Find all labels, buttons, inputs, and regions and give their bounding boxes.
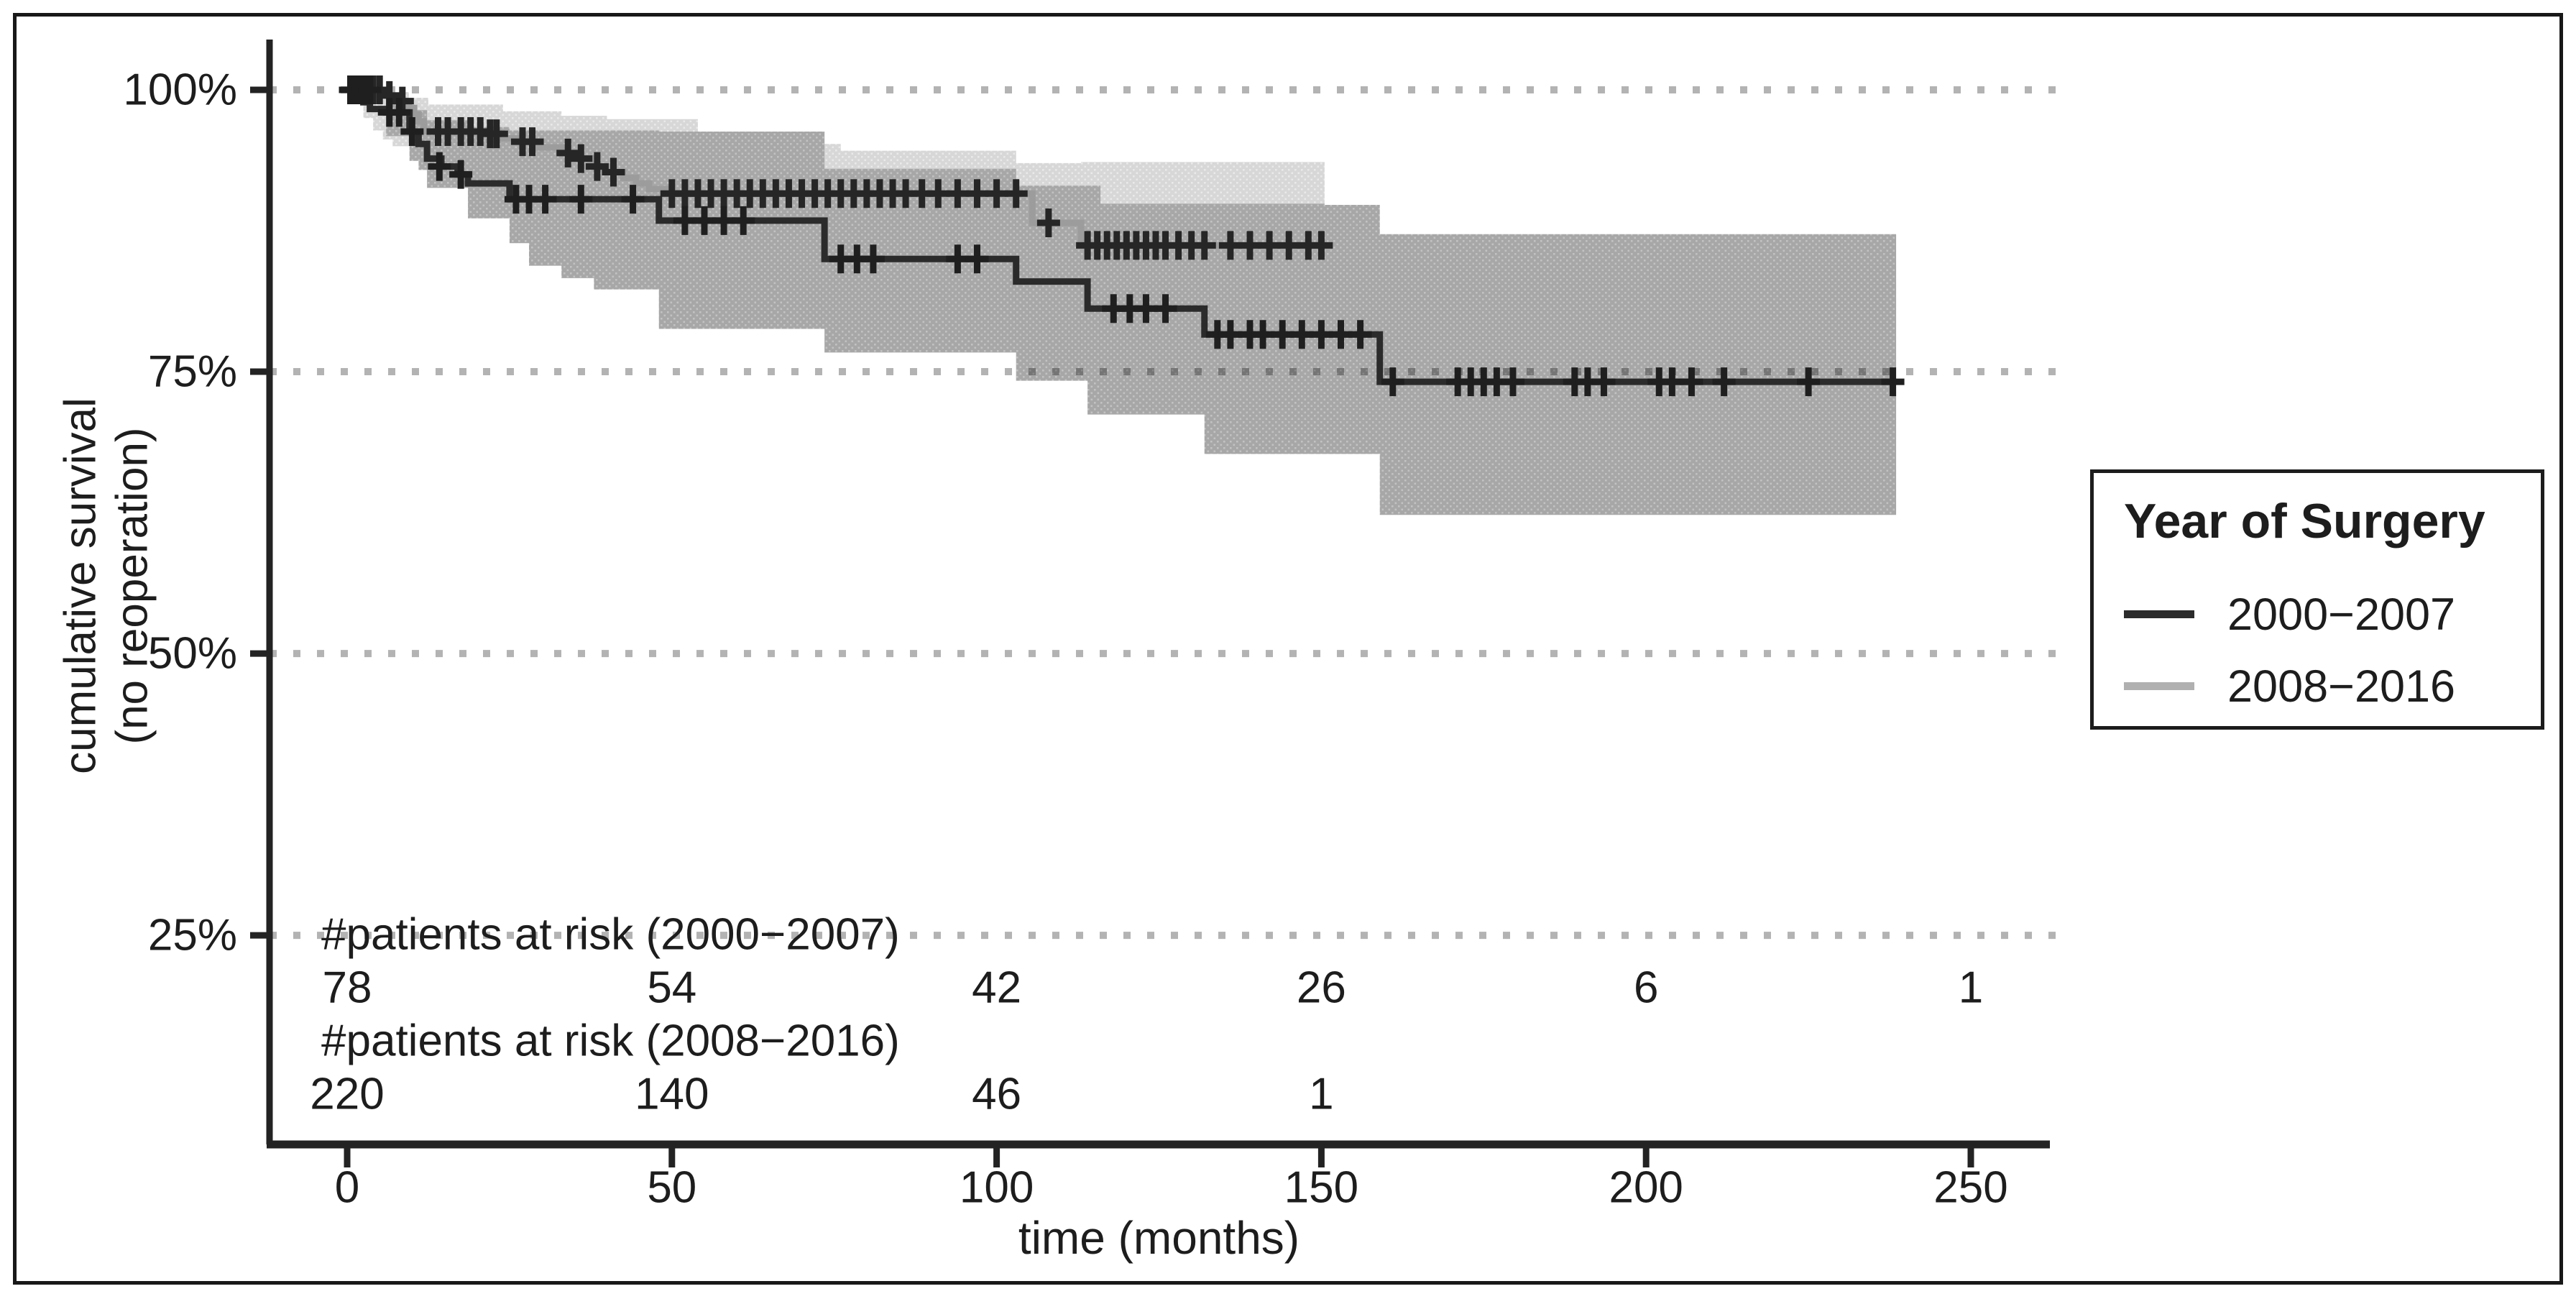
censor-mark (1381, 367, 1404, 397)
censor-mark (400, 117, 424, 147)
x-axis-title: time (months) (1018, 1212, 1300, 1264)
y-tick-label: 75% (148, 347, 237, 397)
censor-mark (1348, 320, 1372, 349)
censor-mark (428, 152, 451, 181)
risk-count: 220 (310, 1070, 384, 1119)
censor-mark (946, 179, 970, 208)
y-tick-label: 100% (123, 65, 237, 115)
censor-mark (602, 157, 625, 187)
censor-mark (1238, 231, 1262, 260)
risk-row-label: #patients at risk (2000−2007) (321, 910, 900, 960)
censor-mark (861, 244, 885, 274)
risk-row-label: #patients at risk (2008−2016) (321, 1016, 900, 1066)
censor-mark (569, 185, 593, 214)
censor-marks (339, 75, 1905, 397)
axis-labels: 100% 75% 50% 25% 0 50 100 150 200 250 time (months… (56, 65, 2008, 1264)
survival-curves (347, 86, 1897, 385)
censor-mark (673, 206, 696, 235)
censor-mark (1592, 367, 1616, 397)
risk-count: 26 (1297, 963, 1346, 1013)
censor-mark (1218, 320, 1242, 349)
legend-box: Year of Surgery 2000−2007 2008−2016 (2090, 469, 2544, 730)
legend-item-2000-2007: 2000−2007 (2124, 579, 2534, 651)
x-tick-label: 200 (1609, 1163, 1683, 1213)
censor-mark (1218, 231, 1242, 260)
censor-mark (1258, 231, 1282, 260)
y-tick-label: 50% (148, 629, 237, 679)
risk-count: 1 (1959, 963, 1983, 1013)
censor-mark (585, 152, 609, 181)
censor-mark (965, 179, 989, 208)
risk-table: #patients at risk (2000−2007)78 54 42 26 6 1 #… (310, 910, 1983, 1119)
censor-mark (1797, 367, 1821, 397)
censor-mark (1290, 320, 1314, 349)
censor-mark (1277, 231, 1301, 260)
risk-count: 6 (1634, 963, 1658, 1013)
x-tick-label: 0 (335, 1163, 359, 1213)
censor-mark (1154, 294, 1177, 323)
risk-count: 42 (972, 963, 1021, 1013)
censor-mark (1134, 294, 1158, 323)
legend-line-sample-2008-2016 (2124, 682, 2194, 691)
censor-mark (533, 185, 557, 214)
gridlines (270, 86, 2067, 940)
risk-count: 1 (1309, 1070, 1333, 1119)
censor-mark (387, 98, 411, 127)
y-tick-label: 25% (148, 911, 237, 960)
censor-mark (520, 127, 544, 157)
legend-item-2008-2016: 2008−2016 (2124, 651, 2534, 722)
censor-mark (1501, 367, 1524, 397)
censor-mark (1271, 320, 1294, 349)
risk-count: 46 (972, 1070, 1021, 1119)
y-axis-title-line1: cumulative survival (56, 398, 106, 774)
risk-count: 140 (635, 1070, 709, 1119)
legend-line-sample-2000-2007 (2124, 610, 2194, 619)
censor-mark (1680, 367, 1703, 397)
censor-mark (358, 75, 382, 104)
y-axis-title-line2: (no reoperation) (108, 427, 157, 744)
censor-mark (1881, 367, 1905, 397)
x-tick-label: 250 (1933, 1163, 2007, 1213)
censor-mark (1660, 367, 1684, 397)
censor-mark (1004, 179, 1028, 208)
censor-mark (1251, 320, 1275, 349)
censor-mark (449, 160, 473, 189)
censor-mark (556, 138, 580, 167)
censor-mark (732, 206, 755, 235)
censor-mark (1310, 231, 1333, 260)
x-tick-label: 150 (1284, 1163, 1358, 1213)
x-tick-label: 50 (647, 1163, 696, 1213)
censor-mark (712, 206, 736, 235)
censor-mark (1310, 320, 1333, 349)
censor-mark (1192, 231, 1216, 260)
legend-title: Year of Surgery (2124, 494, 2485, 548)
censor-mark (985, 179, 1008, 208)
censor-mark (1329, 320, 1353, 349)
censor-mark (926, 179, 950, 208)
censor-mark (946, 244, 970, 274)
censor-mark (621, 185, 645, 214)
censor-mark (569, 144, 593, 173)
risk-count: 54 (647, 963, 696, 1013)
censor-mark (1036, 208, 1060, 238)
km-curve-2008-2016 (347, 86, 1325, 249)
censor-mark (965, 244, 989, 274)
censor-mark (1712, 367, 1736, 397)
risk-count: 78 (323, 963, 372, 1013)
censor-mark (692, 206, 716, 235)
axes (250, 40, 2050, 1167)
censor-mark (484, 119, 508, 149)
km-curve-2000-2007 (347, 86, 1897, 385)
legend-item-label: 2008−2016 (2227, 661, 2456, 712)
legend-item-label: 2000−2007 (2227, 589, 2456, 640)
x-tick-label: 100 (960, 1163, 1034, 1213)
